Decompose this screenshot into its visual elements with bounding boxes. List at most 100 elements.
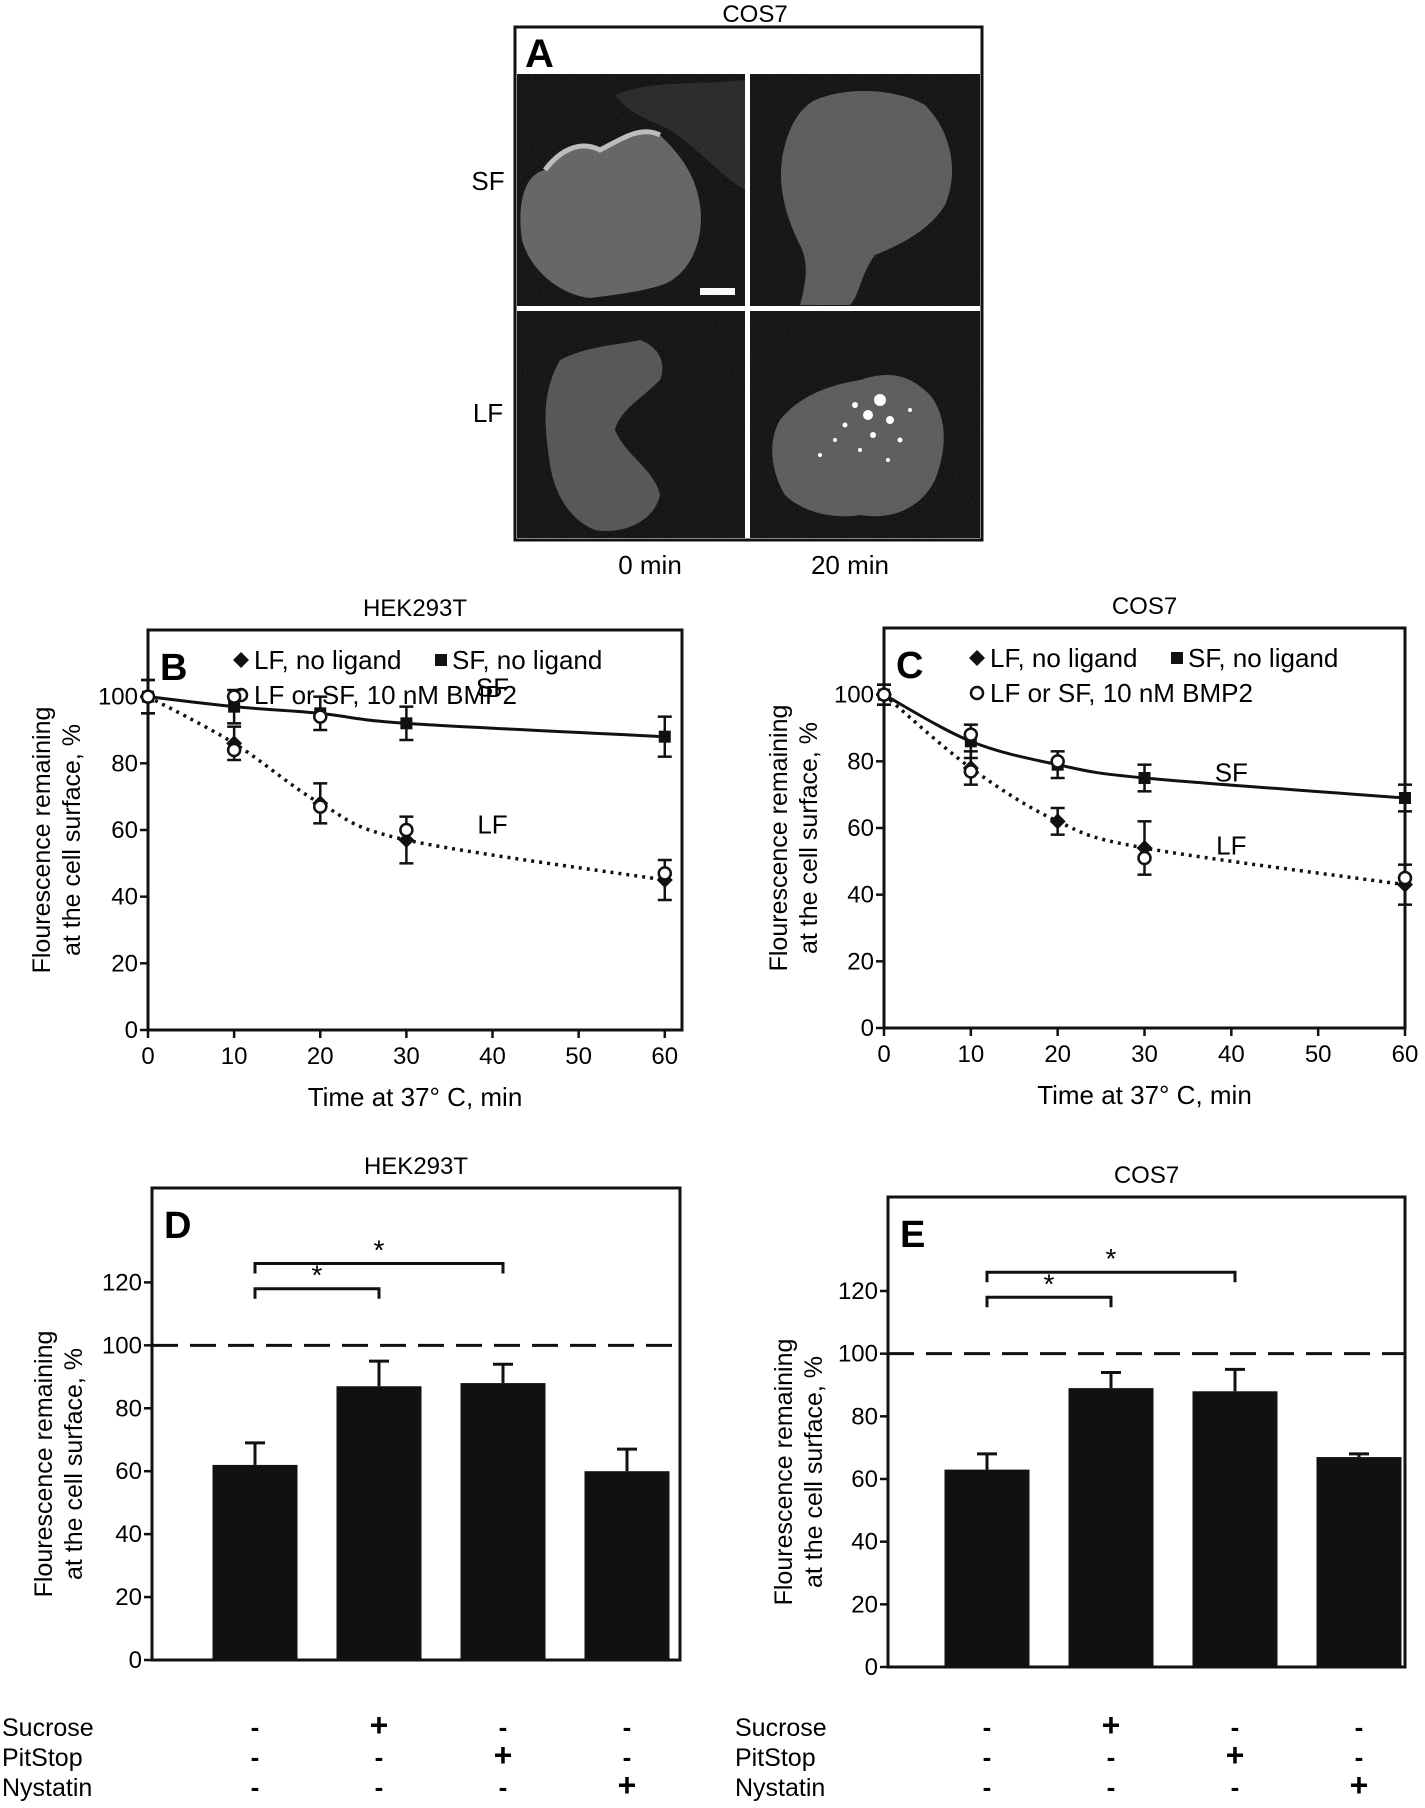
treatment-sign: - [375, 1772, 384, 1802]
panel-a: COS7 A [471, 1, 984, 580]
data-point [963, 764, 979, 779]
panel-letter: D [164, 1205, 191, 1247]
chart-e-cos7-bars: COS7 E 0 20 40 60 80 100 120 Flourescence remaini… [735, 1162, 1407, 1803]
y-axis-label: Flourescence remainingat the cell surfac… [30, 1331, 88, 1598]
chart-title: COS7 [1114, 1162, 1179, 1189]
y-axis-label: Flourescence remainingat the cell surfac… [765, 705, 823, 972]
significance-star: * [1106, 1243, 1117, 1274]
row-label-lf: LF [473, 398, 503, 428]
panel-a-title: COS7 [722, 1, 787, 28]
curve-label-lf: LF [477, 809, 507, 839]
data-point [399, 822, 414, 838]
treatment-sign: + [1350, 1767, 1369, 1803]
treatment-sign: - [1355, 1712, 1364, 1742]
legend-marker-diamond [969, 650, 985, 666]
y-tick-label: 80 [847, 748, 874, 775]
legend-marker-diamond [233, 652, 249, 668]
punctum [858, 448, 862, 452]
data-point [963, 727, 979, 742]
x-tick-label: 20 [1044, 1041, 1071, 1068]
y-tick-label: 20 [111, 950, 138, 977]
chart-title: COS7 [1112, 593, 1177, 620]
punctum [908, 408, 912, 412]
y-tick-label: 0 [861, 1015, 874, 1042]
chart-d-hek293t-bars: HEK293T D 0 20 40 60 80 100 120 Flourescence rema… [2, 1153, 682, 1803]
punctum [833, 438, 837, 442]
legend-marker-square [1171, 652, 1183, 664]
treatment-label-nystatin: Nystatin [2, 1774, 92, 1802]
legend-entry: LF or SF, 10 nM BMP2 [254, 680, 517, 710]
data-point [658, 730, 671, 743]
x-tick-label: 30 [1131, 1041, 1158, 1068]
y-tick-label: 100 [102, 1332, 142, 1359]
significance-star: * [1044, 1268, 1055, 1299]
treatment-label-pitstop: PitStop [735, 1744, 816, 1772]
data-point [876, 687, 892, 702]
y-tick-label: 20 [847, 948, 874, 975]
y-tick-label: 0 [865, 1654, 878, 1681]
legend-marker-square [435, 654, 447, 666]
y-tick-label: 0 [129, 1647, 142, 1674]
y-axis-label-line: at the cell surface, % [800, 1356, 828, 1588]
y-tick-label: 120 [102, 1269, 142, 1296]
treatment-label-sucrose: Sucrose [735, 1714, 827, 1742]
y-tick-label: 60 [851, 1466, 878, 1493]
data-point [228, 700, 241, 713]
treatment-sign: - [499, 1712, 508, 1742]
data-point [1399, 792, 1411, 804]
treatment-sign: + [1102, 1707, 1121, 1743]
panel-letter: C [896, 645, 923, 687]
x-axis-label: Time at 37° C, min [308, 1082, 523, 1112]
significance-star: * [374, 1235, 385, 1266]
x-tick-label: 0 [877, 1041, 890, 1068]
panel-a-letter: A [525, 32, 554, 76]
legend-entry: LF, no ligand [990, 643, 1137, 673]
treatment-sign: - [251, 1712, 260, 1742]
y-tick-label: 40 [111, 884, 138, 911]
treatment-sign: - [375, 1742, 384, 1772]
x-tick-label: 50 [565, 1043, 592, 1070]
y-axis-label: Flourescence remainingat the cell surfac… [770, 1339, 828, 1606]
x-tick-label: 30 [393, 1043, 420, 1070]
y-tick-label: 80 [851, 1403, 878, 1430]
y-axis-label-line: at the cell surface, % [60, 1348, 88, 1580]
x-tick-label: 40 [1218, 1041, 1245, 1068]
data-point [1397, 870, 1413, 886]
treatment-sign: - [983, 1772, 992, 1802]
significance-bracket [253, 1262, 505, 1274]
y-axis-label-line: Flourescence remaining [765, 705, 793, 972]
bar [212, 1464, 298, 1660]
punctum [886, 458, 890, 462]
bar [336, 1386, 422, 1660]
chart-title: HEK293T [363, 595, 467, 622]
bar [1068, 1388, 1154, 1667]
significance-bracket [253, 1287, 381, 1299]
significance-bracket [985, 1295, 1113, 1308]
data-point [140, 689, 156, 704]
x-tick-label: 10 [221, 1043, 248, 1070]
curve-label-lf: LF [1216, 831, 1246, 861]
x-tick-label: 60 [1392, 1041, 1419, 1068]
data-point [657, 866, 673, 881]
series-line-sf [883, 693, 1406, 800]
col-label-0min: 0 min [618, 550, 682, 580]
y-axis-label-line: at the cell surface, % [58, 724, 86, 956]
chart-c-cos7-timecourse: COS7 C LF, no ligand SF, no ligand LF or SF,… [765, 593, 1418, 1110]
y-tick-label: 60 [115, 1458, 142, 1485]
data-point [313, 799, 328, 814]
data-point [400, 717, 413, 730]
punctum [818, 453, 822, 457]
y-tick-label: 120 [838, 1278, 878, 1305]
punctum [852, 402, 858, 408]
panel-letter: E [900, 1214, 925, 1256]
treatment-sign: + [618, 1767, 637, 1803]
data-point [1049, 813, 1066, 830]
y-tick-label: 0 [125, 1017, 138, 1044]
y-axis-label-line: at the cell surface, % [795, 722, 823, 954]
treatment-sign: - [1231, 1772, 1240, 1802]
significance-star: * [312, 1260, 323, 1291]
y-tick-label: 80 [115, 1395, 142, 1422]
punctum [886, 416, 894, 424]
treatment-sign: - [1231, 1712, 1240, 1742]
